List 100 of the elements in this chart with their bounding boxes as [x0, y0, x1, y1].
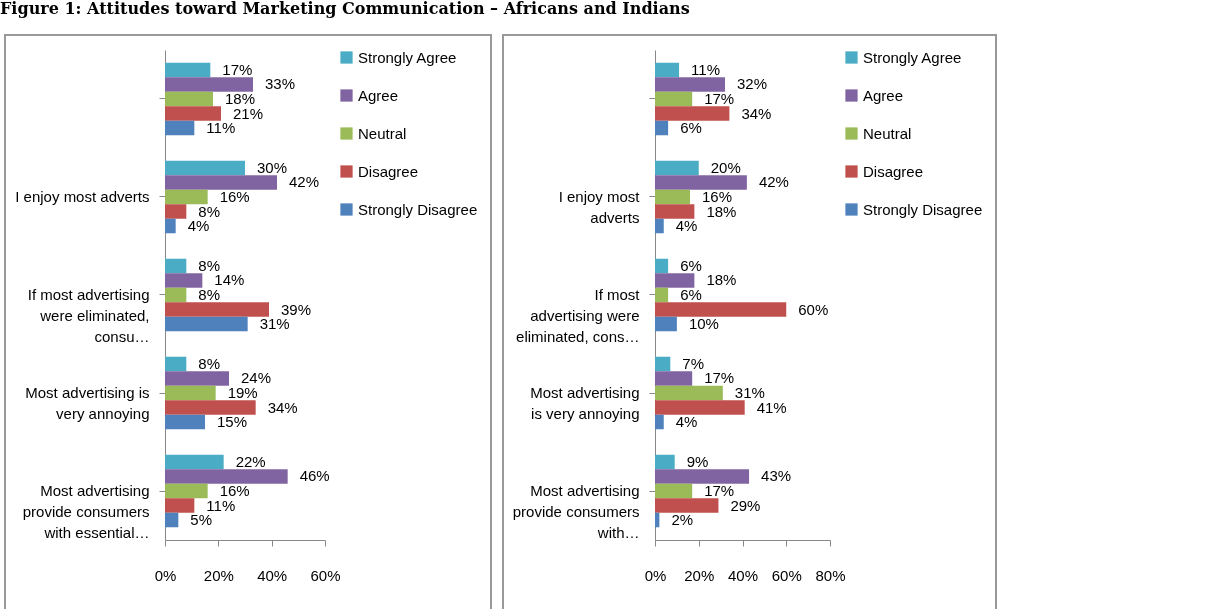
legend-label: Strongly Agree — [863, 48, 962, 66]
data-label: 19% — [227, 384, 258, 401]
bar — [165, 91, 213, 107]
data-label: 11% — [206, 496, 236, 514]
bar — [165, 273, 203, 288]
data-label: 15% — [217, 413, 248, 431]
bar — [655, 77, 725, 92]
data-label: 17% — [704, 369, 735, 387]
data-label: 34% — [267, 398, 298, 416]
x-tick-label: 80% — [815, 566, 846, 584]
data-label: 18% — [706, 271, 737, 289]
bar — [165, 189, 208, 205]
legend-label: Strongly Agree — [358, 48, 457, 66]
data-label: 17% — [704, 482, 735, 499]
data-label: 10% — [688, 315, 719, 333]
bar — [655, 120, 669, 136]
data-label: 4% — [187, 217, 210, 235]
x-tick-label: 0% — [644, 566, 667, 584]
bar — [655, 371, 693, 386]
data-label: 8% — [198, 256, 221, 274]
bar — [165, 414, 205, 430]
data-label: 29% — [730, 496, 761, 514]
data-label: 18% — [225, 90, 256, 107]
bar — [165, 106, 221, 121]
bar — [655, 160, 699, 176]
data-label: 6% — [680, 286, 702, 303]
bar — [165, 316, 248, 332]
bar — [165, 175, 277, 190]
bar — [655, 175, 747, 190]
bar — [655, 91, 693, 107]
legend-label: Disagree — [863, 162, 924, 180]
data-label: 31% — [259, 315, 290, 333]
x-tick-label: 40% — [727, 566, 759, 584]
bar — [655, 356, 671, 372]
bar — [655, 414, 664, 430]
data-label: 6% — [680, 119, 702, 137]
data-label: 21% — [233, 104, 264, 122]
bar — [655, 106, 730, 121]
legend-label: Strongly Disagree — [863, 200, 983, 218]
data-label: 30% — [257, 158, 288, 176]
bar — [655, 273, 695, 288]
data-label: 16% — [219, 188, 250, 205]
data-label: 41% — [756, 398, 787, 416]
x-tick-label: 20% — [203, 566, 234, 584]
data-label: 4% — [675, 413, 698, 431]
bar — [165, 454, 224, 470]
x-tick-label: 60% — [771, 566, 802, 584]
data-label: 42% — [289, 173, 320, 191]
bar — [165, 287, 187, 303]
data-label: 39% — [281, 300, 312, 318]
data-label: 8% — [198, 202, 221, 220]
legend-label: Strongly Disagree — [358, 200, 478, 218]
bar — [655, 454, 675, 470]
data-label: 11% — [691, 60, 720, 78]
bar — [165, 77, 253, 92]
data-label: 31% — [734, 384, 765, 401]
bar — [655, 287, 669, 303]
bar — [165, 302, 269, 317]
data-label: 17% — [222, 60, 253, 78]
y-tick-label: Most advertising provide consumers with… — [512, 482, 640, 541]
data-label: 16% — [219, 482, 250, 499]
data-label: 46% — [299, 467, 330, 485]
x-tick-label: 20% — [684, 566, 715, 584]
data-label: 2% — [671, 511, 694, 529]
x-tick-label: 0% — [154, 566, 177, 584]
data-label: 22% — [235, 452, 266, 470]
data-label: 7% — [682, 354, 704, 372]
data-label: 8% — [198, 286, 221, 303]
bar — [655, 483, 693, 499]
bar — [165, 512, 179, 528]
bar — [655, 218, 664, 234]
y-tick-label: Most advertising is very annoying — [530, 384, 640, 422]
data-label: 43% — [761, 467, 792, 485]
y-tick-label: I enjoy most adverts — [558, 188, 641, 226]
bar — [165, 62, 211, 78]
data-label: 6% — [680, 256, 702, 274]
bar — [165, 218, 176, 234]
bar — [655, 498, 719, 513]
bar — [655, 316, 677, 332]
data-label: 34% — [741, 104, 772, 122]
bar — [655, 302, 787, 317]
y-tick-label: I enjoy most adverts — [15, 188, 150, 205]
bar — [165, 371, 229, 386]
legend-label: Neutral — [358, 124, 407, 142]
data-label: 17% — [704, 90, 735, 107]
data-label: 24% — [241, 369, 272, 387]
data-label: 11% — [206, 119, 236, 137]
data-label: 14% — [214, 271, 245, 289]
bar — [655, 400, 745, 415]
bar — [655, 385, 723, 401]
bar — [165, 356, 187, 372]
x-tick-label: 60% — [310, 566, 341, 584]
bar — [165, 204, 187, 219]
data-label: 16% — [702, 188, 733, 205]
y-tick-label: If most advertising were eliminated, cons… — [516, 286, 641, 345]
chart-title: Figure 1: Attitudes toward Marketing Communication – Africans and Indians — [0, 0, 690, 18]
bar — [655, 189, 690, 205]
data-label: 5% — [190, 511, 213, 529]
legend-label: Agree — [863, 86, 904, 104]
data-label: 60% — [798, 300, 829, 318]
